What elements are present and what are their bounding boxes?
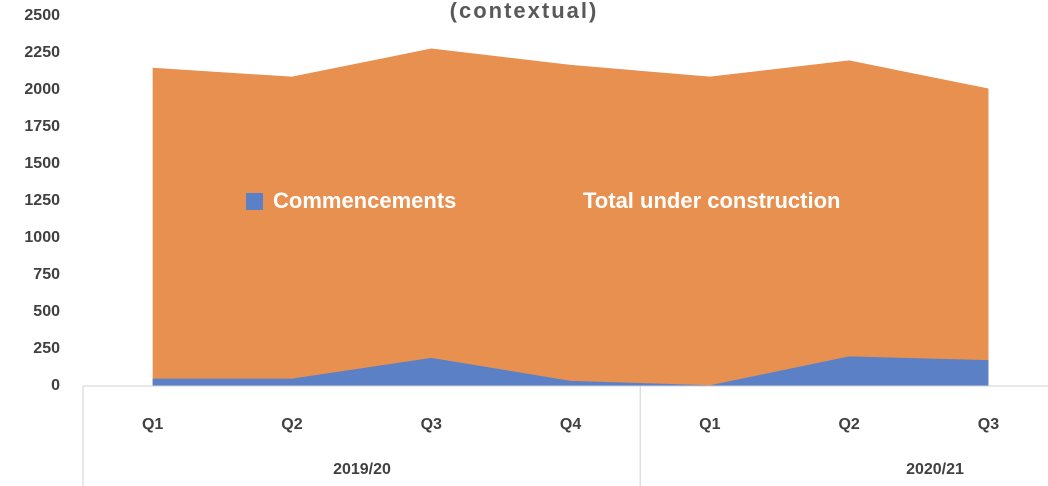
x-tick-label: Q4 xyxy=(560,416,581,433)
y-tick-label: 2000 xyxy=(24,81,60,98)
x-tick-label: Q2 xyxy=(838,416,859,433)
y-tick-label: 1750 xyxy=(24,118,60,135)
group-label: 2020/21 xyxy=(906,461,964,478)
chart-title: (contextual) xyxy=(450,0,599,23)
legend-swatch xyxy=(246,193,263,210)
x-tick-label: Q1 xyxy=(142,416,163,433)
y-tick-label: 750 xyxy=(33,266,60,283)
group-label: 2019/20 xyxy=(333,461,391,478)
y-tick-label: 2500 xyxy=(24,7,60,24)
x-tick-label: Q2 xyxy=(281,416,302,433)
legend-swatch xyxy=(556,193,573,210)
x-tick-label: Q3 xyxy=(978,416,999,433)
y-tick-label: 1000 xyxy=(24,229,60,246)
y-tick-label: 2250 xyxy=(24,44,60,61)
y-tick-label: 1250 xyxy=(24,192,60,209)
legend-label: Total under construction xyxy=(583,188,840,213)
area xyxy=(152,48,989,387)
y-tick-label: 1500 xyxy=(24,155,60,172)
y-tick-label: 0 xyxy=(51,377,60,394)
y-tick-label: 250 xyxy=(33,340,60,357)
legend-label: Commencements xyxy=(273,188,456,213)
area xyxy=(152,356,989,386)
y-tick-label: 500 xyxy=(33,303,60,320)
x-tick-label: Q1 xyxy=(699,416,720,433)
x-tick-label: Q3 xyxy=(421,416,442,433)
